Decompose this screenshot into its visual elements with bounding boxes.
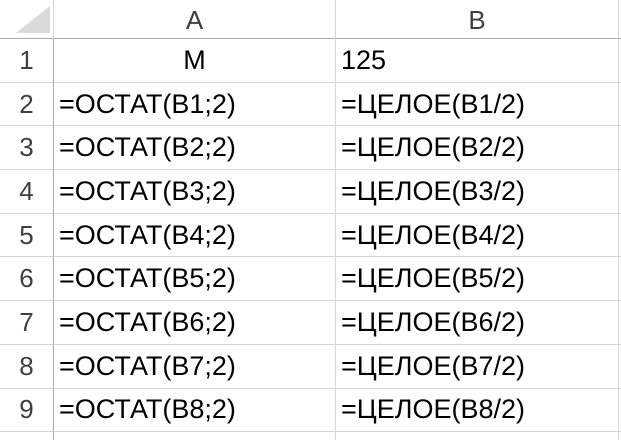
cell-a10-partial[interactable] (54, 432, 336, 440)
column-header-b[interactable]: B (336, 0, 619, 39)
row-header-7[interactable]: 7 (0, 301, 54, 345)
sheet-row-5: 5 =ОСТАТ(B4;2) =ЦЕЛОЕ(B4/2) (0, 213, 621, 258)
row-header-5[interactable]: 5 (0, 213, 54, 258)
row-header-4[interactable]: 4 (0, 170, 54, 214)
sheet-row-8: 8 =ОСТАТ(B7;2) =ЦЕЛОЕ(B7/2) (0, 344, 621, 389)
cell-a2[interactable]: =ОСТАТ(B1;2) (54, 82, 336, 127)
cell-a9[interactable]: =ОСТАТ(B8;2) (54, 388, 336, 433)
sheet-row-1: 1 М 125 (0, 39, 621, 83)
cell-b6[interactable]: =ЦЕЛОЕ(B5/2) (336, 257, 619, 302)
sheet-row-9: 9 =ОСТАТ(B8;2) =ЦЕЛОЕ(B8/2) (0, 388, 621, 433)
cell-c7-partial[interactable] (619, 301, 621, 345)
sheet-row-2: 2 =ОСТАТ(B1;2) =ЦЕЛОЕ(B1/2) (0, 82, 621, 127)
cell-c9-partial[interactable] (619, 389, 621, 433)
row-header-6[interactable]: 6 (0, 257, 54, 302)
select-all-button[interactable] (0, 0, 54, 39)
row-header-2[interactable]: 2 (0, 82, 54, 127)
cell-c2-partial[interactable] (619, 83, 621, 127)
cell-b2[interactable]: =ЦЕЛОЕ(B1/2) (336, 82, 619, 127)
cell-a7[interactable]: =ОСТАТ(B6;2) (54, 301, 336, 345)
cell-b1[interactable]: 125 (336, 39, 619, 83)
cell-b9[interactable]: =ЦЕЛОЕ(B8/2) (336, 388, 619, 433)
cell-a5[interactable]: =ОСТАТ(B4;2) (54, 213, 336, 258)
row-header-1[interactable]: 1 (0, 39, 54, 83)
sheet-row-6: 6 =ОСТАТ(B5;2) =ЦЕЛОЕ(B5/2) (0, 257, 621, 302)
cell-b10-partial[interactable] (336, 432, 619, 440)
select-all-icon (16, 6, 50, 33)
sheet-row-4: 4 =ОСТАТ(B3;2) =ЦЕЛОЕ(B3/2) (0, 170, 621, 214)
cell-b8[interactable]: =ЦЕЛОЕ(B7/2) (336, 344, 619, 389)
row-header-10-partial[interactable] (0, 432, 54, 440)
cell-c8-partial[interactable] (619, 345, 621, 389)
column-header-row: A B (0, 0, 621, 39)
row-header-9[interactable]: 9 (0, 388, 54, 433)
row-header-8[interactable]: 8 (0, 344, 54, 389)
cell-c6-partial[interactable] (619, 257, 621, 302)
sheet-row-7: 7 =ОСТАТ(B6;2) =ЦЕЛОЕ(B6/2) (0, 301, 621, 345)
cell-c4-partial[interactable] (619, 170, 621, 214)
cell-a8[interactable]: =ОСТАТ(B7;2) (54, 344, 336, 389)
column-header-partial (619, 0, 621, 39)
cell-b5[interactable]: =ЦЕЛОЕ(B4/2) (336, 213, 619, 258)
sheet-row-3: 3 =ОСТАТ(B2;2) =ЦЕЛОЕ(B2/2) (0, 126, 621, 171)
row-header-3[interactable]: 3 (0, 126, 54, 171)
cell-b3[interactable]: =ЦЕЛОЕ(B2/2) (336, 126, 619, 171)
cell-c1-partial[interactable] (619, 39, 621, 83)
cell-a3[interactable]: =ОСТАТ(B2;2) (54, 126, 336, 171)
sheet-row-10-partial (0, 432, 621, 440)
cell-a6[interactable]: =ОСТАТ(B5;2) (54, 257, 336, 302)
column-header-a[interactable]: A (54, 0, 336, 39)
cell-b7[interactable]: =ЦЕЛОЕ(B6/2) (336, 301, 619, 345)
cell-b4[interactable]: =ЦЕЛОЕ(B3/2) (336, 170, 619, 214)
cell-a1[interactable]: М (54, 39, 336, 83)
cell-c5-partial[interactable] (619, 214, 621, 258)
cell-c3-partial[interactable] (619, 126, 621, 171)
cell-a4[interactable]: =ОСТАТ(B3;2) (54, 170, 336, 214)
